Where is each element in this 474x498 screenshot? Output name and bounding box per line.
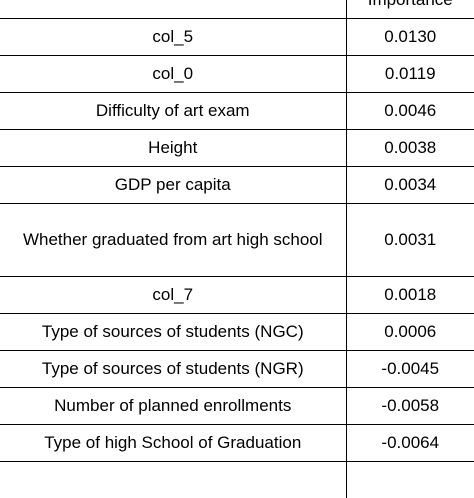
feature-cell: Height <box>0 130 346 167</box>
importance-cell: 0.0018 <box>346 277 474 314</box>
table-row: GDP per capita 0.0034 <box>0 167 474 204</box>
importance-cell: 0.0119 <box>346 56 474 93</box>
importance-cell: 0.0130 <box>346 19 474 56</box>
table-header-row: Importance <box>0 0 474 19</box>
importance-cell: -0.0045 <box>346 351 474 388</box>
table-row: Type of sources of students (NGR) -0.004… <box>0 351 474 388</box>
feature-cell <box>0 462 346 498</box>
importance-cell: -0.0058 <box>346 388 474 425</box>
feature-cell: GDP per capita <box>0 167 346 204</box>
header-feature-cell <box>0 0 346 19</box>
header-importance-cell: Importance <box>346 0 474 19</box>
importance-cell: 0.0006 <box>346 314 474 351</box>
feature-cell: col_7 <box>0 277 346 314</box>
table-row: Type of sources of students (NGC) 0.0006 <box>0 314 474 351</box>
importance-cell: 0.0031 <box>346 204 474 277</box>
importance-cell: -0.0064 <box>346 425 474 462</box>
table-row: Number of planned enrollments -0.0058 <box>0 388 474 425</box>
table-row <box>0 462 474 498</box>
table-row: Whether graduated from art high school 0… <box>0 204 474 277</box>
importance-cell <box>346 462 474 498</box>
table-row: Type of high School of Graduation -0.006… <box>0 425 474 462</box>
table-row: col_0 0.0119 <box>0 56 474 93</box>
table-row: Height 0.0038 <box>0 130 474 167</box>
feature-cell: col_5 <box>0 19 346 56</box>
table-row: col_5 0.0130 <box>0 19 474 56</box>
importance-cell: 0.0038 <box>346 130 474 167</box>
importance-cell: 0.0046 <box>346 93 474 130</box>
feature-cell: Type of sources of students (NGC) <box>0 314 346 351</box>
feature-cell: col_0 <box>0 56 346 93</box>
table-row: Difficulty of art exam 0.0046 <box>0 93 474 130</box>
feature-cell: Whether graduated from art high school <box>0 204 346 277</box>
feature-cell: Difficulty of art exam <box>0 93 346 130</box>
feature-cell: Number of planned enrollments <box>0 388 346 425</box>
importance-cell: 0.0034 <box>346 167 474 204</box>
feature-cell: Type of high School of Graduation <box>0 425 346 462</box>
feature-cell: Type of sources of students (NGR) <box>0 351 346 388</box>
table-row: col_7 0.0018 <box>0 277 474 314</box>
